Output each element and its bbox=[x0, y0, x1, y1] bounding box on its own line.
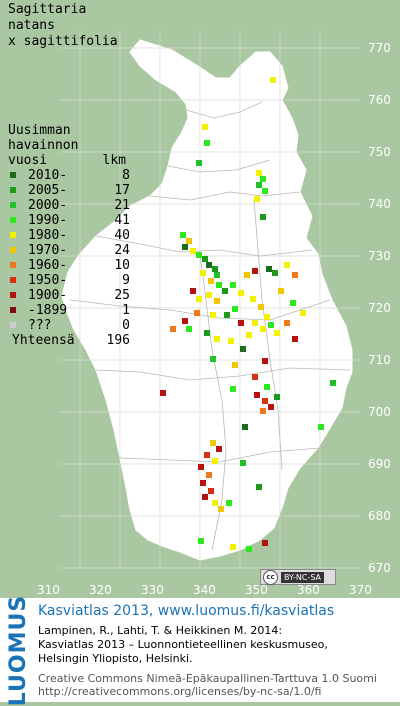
x-tick-label: 360 bbox=[297, 583, 320, 597]
legend-col-year: vuosi bbox=[8, 153, 48, 168]
cc-license-badge[interactable]: cc BY-NC-SA bbox=[260, 569, 336, 585]
legend-row: -1899 1 bbox=[8, 303, 130, 318]
legend-period: 2010- bbox=[28, 168, 68, 183]
y-tick-label: 740 bbox=[368, 197, 391, 211]
legend-period: 1900- bbox=[28, 288, 68, 303]
observation-markers bbox=[160, 77, 336, 552]
legend-period: 1970- bbox=[28, 243, 68, 258]
legend-row: 2000- 21 bbox=[8, 198, 130, 213]
y-tick-label: 710 bbox=[368, 353, 391, 367]
legend-count: 25 bbox=[114, 288, 130, 303]
atlas-title-link[interactable]: Kasviatlas 2013, www.luomus.fi/kasviatla… bbox=[38, 603, 335, 619]
y-tick-label: 750 bbox=[368, 145, 391, 159]
legend-swatch bbox=[10, 217, 16, 223]
legend-row: 2005- 17 bbox=[8, 183, 130, 198]
legend-period: 1960- bbox=[28, 258, 68, 273]
legend-swatch bbox=[10, 277, 16, 283]
x-tick-label: 310 bbox=[37, 583, 60, 597]
legend-swatch bbox=[10, 232, 16, 238]
legend-swatch bbox=[10, 307, 16, 313]
y-tick-label: 730 bbox=[368, 249, 391, 263]
species-name: Sagittaria natans x sagittifolia bbox=[8, 2, 118, 50]
x-tick-label: 340 bbox=[193, 583, 216, 597]
citation: Lampinen, R., Lahti, T. & Heikkinen M. 2… bbox=[38, 624, 328, 666]
legend-count: 9 bbox=[122, 273, 130, 288]
y-tick-label: 700 bbox=[368, 405, 391, 419]
y-tick-label: 770 bbox=[368, 41, 391, 55]
legend-swatch bbox=[10, 262, 16, 268]
legend-total: Yhteensä 196 bbox=[8, 333, 130, 349]
legend-swatch bbox=[10, 172, 16, 178]
y-tick-label: 680 bbox=[368, 509, 391, 523]
legend-period: 1950- bbox=[28, 273, 68, 288]
legend-swatch bbox=[10, 202, 16, 208]
distribution-map bbox=[60, 30, 360, 570]
legend-period: 2005- bbox=[28, 183, 68, 198]
footer bbox=[0, 598, 400, 702]
legend-swatch bbox=[10, 322, 16, 328]
map-legend: Uusimman havainnon vuosi lkm 2010- 8 2005-… bbox=[8, 123, 130, 349]
legend-column-headers: vuosi lkm bbox=[8, 153, 126, 168]
y-tick-label: 720 bbox=[368, 301, 391, 315]
legend-row: 2010- 8 bbox=[8, 168, 130, 183]
legend-total-count: 196 bbox=[106, 333, 130, 348]
legend-heading-2: havainnon bbox=[8, 138, 79, 153]
grid-lines bbox=[60, 30, 360, 570]
legend-row: 1900- 25 bbox=[8, 288, 130, 303]
cc-icon: cc bbox=[263, 569, 278, 585]
region-borders bbox=[69, 101, 351, 551]
license-url[interactable]: http://creativecommons.org/licenses/by-n… bbox=[38, 685, 322, 698]
legend-count: 8 bbox=[122, 168, 130, 183]
legend-period: 2000- bbox=[28, 198, 68, 213]
x-tick-label: 370 bbox=[349, 583, 372, 597]
legend-heading-1: Uusimman bbox=[8, 123, 71, 138]
luomus-logo-text: LUOMUS bbox=[6, 594, 32, 706]
license-name: Creative Commons Nimeä-Epäkaupallinen-Ta… bbox=[38, 672, 377, 685]
legend-count: 17 bbox=[114, 183, 130, 198]
legend-period: 1990- bbox=[28, 213, 68, 228]
legend-swatch bbox=[10, 292, 16, 298]
legend-count: 1 bbox=[122, 303, 130, 318]
legend-row: ??? 0 bbox=[8, 318, 130, 333]
legend-period: 1980- bbox=[28, 228, 68, 243]
species-genus: Sagittaria bbox=[8, 2, 87, 17]
legend-col-count: lkm bbox=[102, 153, 126, 168]
legend-count: 24 bbox=[114, 243, 130, 258]
citation-line: Lampinen, R., Lahti, T. & Heikkinen M. 2… bbox=[38, 624, 283, 637]
license-text: Creative Commons Nimeä-Epäkaupallinen-Ta… bbox=[38, 672, 377, 698]
y-tick-label: 670 bbox=[368, 561, 391, 575]
legend-period: ??? bbox=[28, 318, 52, 333]
legend-swatch bbox=[10, 247, 16, 253]
legend-row: 1980- 40 bbox=[8, 228, 130, 243]
legend-row: 1960- 10 bbox=[8, 258, 130, 273]
legend-count: 21 bbox=[114, 198, 130, 213]
legend-row: 1970- 24 bbox=[8, 243, 130, 258]
luomus-logo: LUOMUS bbox=[6, 594, 32, 705]
legend-count: 41 bbox=[114, 213, 130, 228]
x-tick-label: 320 bbox=[89, 583, 112, 597]
y-tick-label: 690 bbox=[368, 457, 391, 471]
legend-row: 1950- 9 bbox=[8, 273, 130, 288]
species-hybrid: x sagittifolia bbox=[8, 34, 118, 49]
legend-count: 40 bbox=[114, 228, 130, 243]
legend-count: 0 bbox=[122, 318, 130, 333]
legend-swatch bbox=[10, 187, 16, 193]
species-epithet: natans bbox=[8, 18, 55, 33]
citation-line: Helsingin Yliopisto, Helsinki. bbox=[38, 652, 193, 665]
legend-total-label: Yhteensä bbox=[12, 333, 75, 348]
y-tick-label: 760 bbox=[368, 93, 391, 107]
x-tick-label: 330 bbox=[141, 583, 164, 597]
x-tick-label: 350 bbox=[245, 583, 268, 597]
cc-license-type: BY-NC-SA bbox=[281, 571, 325, 583]
citation-line: Kasviatlas 2013 – Luonnontieteellinen ke… bbox=[38, 638, 328, 651]
legend-row: 1990- 41 bbox=[8, 213, 130, 228]
legend-count: 10 bbox=[114, 258, 130, 273]
legend-period: -1899 bbox=[28, 303, 68, 318]
